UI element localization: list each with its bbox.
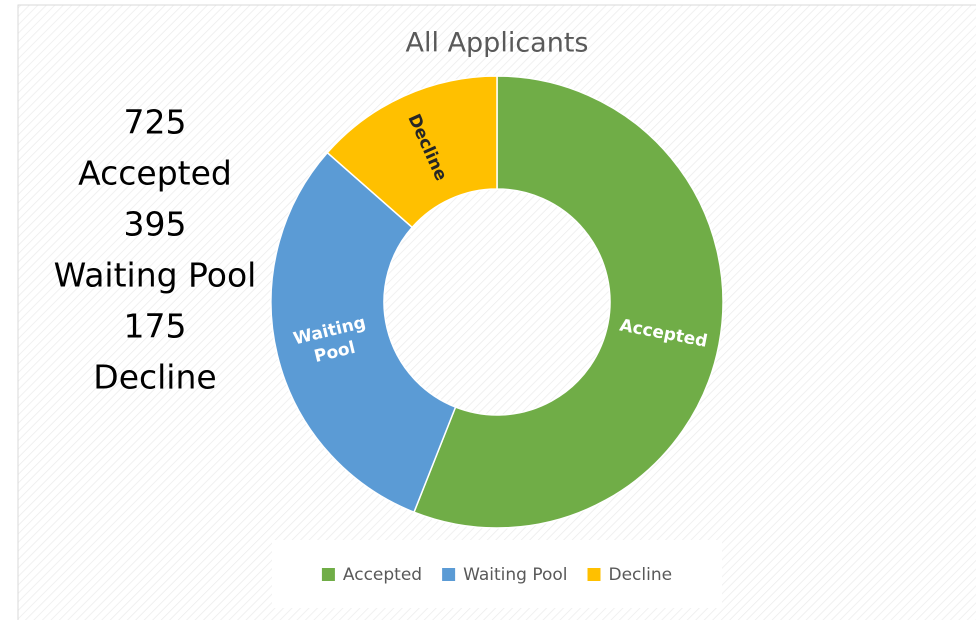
legend-label: Decline <box>609 565 673 585</box>
donut-slice <box>270 151 457 514</box>
summary-value: 725 <box>124 103 187 142</box>
summary-category: Decline <box>93 358 216 397</box>
summary-value: 395 <box>124 205 187 244</box>
donut-slice <box>326 75 498 229</box>
side-summary: 725 Accepted 395 Waiting Pool 175 Decline <box>54 103 257 397</box>
donut-slice <box>413 75 724 529</box>
summary-value: 175 <box>124 307 187 346</box>
legend-swatch <box>442 568 456 581</box>
legend-swatch <box>321 568 335 581</box>
legend-swatch <box>587 568 601 581</box>
summary-category: Waiting Pool <box>54 256 257 295</box>
legend-label: Accepted <box>343 565 422 585</box>
legend-box <box>272 540 722 608</box>
chart-title: All Applicants <box>406 28 589 59</box>
summary-category: Accepted <box>78 154 232 193</box>
legend-label: Waiting Pool <box>463 565 567 585</box>
